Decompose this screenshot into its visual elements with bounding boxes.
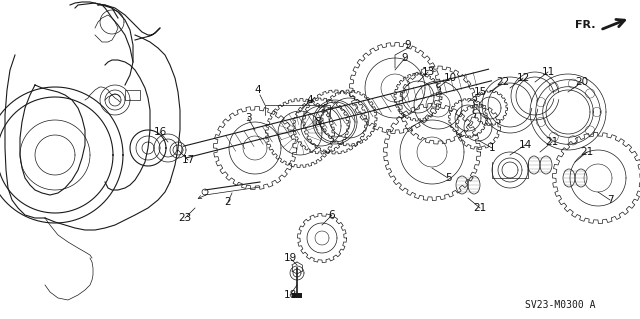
Text: 4: 4 [255,85,261,95]
Text: FR.: FR. [575,20,595,30]
Text: 23: 23 [179,213,191,223]
Text: 17: 17 [181,155,195,165]
Text: 10: 10 [444,73,456,83]
Text: 18: 18 [284,290,296,300]
Text: 7: 7 [607,195,613,205]
Text: 1: 1 [489,143,495,153]
Text: 13: 13 [421,67,435,77]
Text: 6: 6 [329,210,335,220]
Text: 4: 4 [307,95,314,105]
Text: 5: 5 [445,173,451,183]
Text: 16: 16 [154,127,166,137]
Text: 21: 21 [474,203,486,213]
Text: 9: 9 [404,40,412,50]
Text: 12: 12 [516,73,530,83]
Text: 15: 15 [474,87,486,97]
Text: SV23-M0300 A: SV23-M0300 A [525,300,595,310]
Text: 19: 19 [284,253,296,263]
Text: 22: 22 [497,77,509,87]
Bar [292,293,302,298]
Text: 14: 14 [518,140,532,150]
Text: 2: 2 [225,197,231,207]
Text: 9: 9 [402,53,408,63]
Text: 21: 21 [545,137,559,147]
Bar [125,90,140,100]
Text: 3: 3 [244,113,252,123]
Text: 8: 8 [315,117,321,127]
Text: 20: 20 [575,77,589,87]
Text: 11: 11 [541,67,555,77]
Text: 21: 21 [580,147,594,157]
